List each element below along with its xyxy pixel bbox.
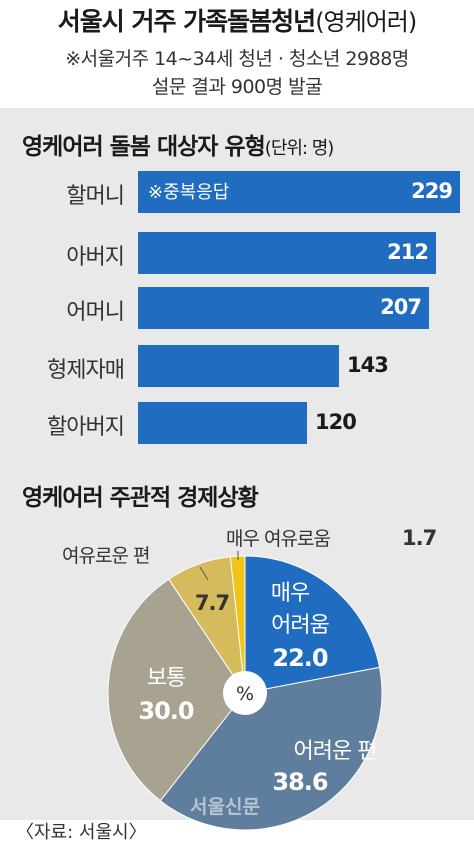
title-main: 서울시 거주 가족돌봄청년 (57, 7, 316, 36)
watermark-text: 서울신문 (190, 796, 260, 818)
bar-category-label: 어머니 (66, 300, 125, 325)
bar-value-label: 120 (315, 410, 357, 434)
pie-slice-value: 1.7 (402, 526, 436, 550)
pie-slice-value: 22.0 (272, 644, 328, 672)
bar-chart-title-text: 영케어러 돌봄 대상자 유형 (22, 134, 266, 160)
bar (138, 287, 429, 329)
bar-value-label: 229 (411, 179, 453, 203)
pie-slice-value: 30.0 (138, 697, 194, 725)
pie-slice-value: 38.6 (272, 768, 328, 796)
bar-category-label: 형제자매 (47, 358, 125, 383)
bar-category-label: 할머니 (66, 184, 125, 209)
bar (138, 171, 460, 213)
bar-value-label: 143 (347, 353, 389, 377)
pie-slice (159, 666, 383, 831)
pie-slice-label: 어려움 (271, 613, 329, 638)
pie-slice-value: 7.7 (195, 591, 229, 615)
page-title: 서울시 거주 가족돌봄청년(영케어러) (0, 2, 474, 38)
source-note: 〈자료: 서울시〉 (16, 822, 147, 843)
pie-slice-label: 보통 (147, 666, 186, 691)
pie-center-label: % (236, 683, 254, 705)
bar (138, 402, 307, 444)
pie-slice-label: 매우 여유로움 (226, 528, 330, 550)
bar-chart-unit: (단위: 명) (264, 138, 335, 159)
pie-slice (107, 578, 246, 802)
bar-chart-note: ※중복응답 (148, 182, 230, 203)
bar-value-label: 212 (387, 240, 429, 264)
pie-chart-title: 영케어러 주관적 경제상황 (22, 485, 259, 511)
bar-chart-title: 영케어러 돌봄 대상자 유형(단위: 명) (22, 127, 335, 161)
bar-value-label: 207 (380, 295, 422, 319)
bar-category-label: 할아버지 (47, 415, 125, 440)
subtitle-line-2: 설문 결과 900명 발굴 (151, 76, 323, 98)
pie-slice-label: 어려운 편 (294, 739, 377, 764)
bar (138, 232, 436, 274)
pie-center (223, 671, 267, 715)
pie-slice (244, 555, 381, 694)
bar-category-label: 아버지 (66, 245, 125, 270)
pie-slice-label: 매우 (271, 581, 310, 606)
bar (138, 345, 339, 387)
leader-line (199, 566, 209, 581)
subtitle-line-1: ※서울거주 14~34세 청년 · 청소년 2988명 (65, 48, 409, 70)
pie-slice-label: 여유로운 편 (62, 545, 149, 567)
title-paren: (영케어러) (315, 8, 417, 36)
